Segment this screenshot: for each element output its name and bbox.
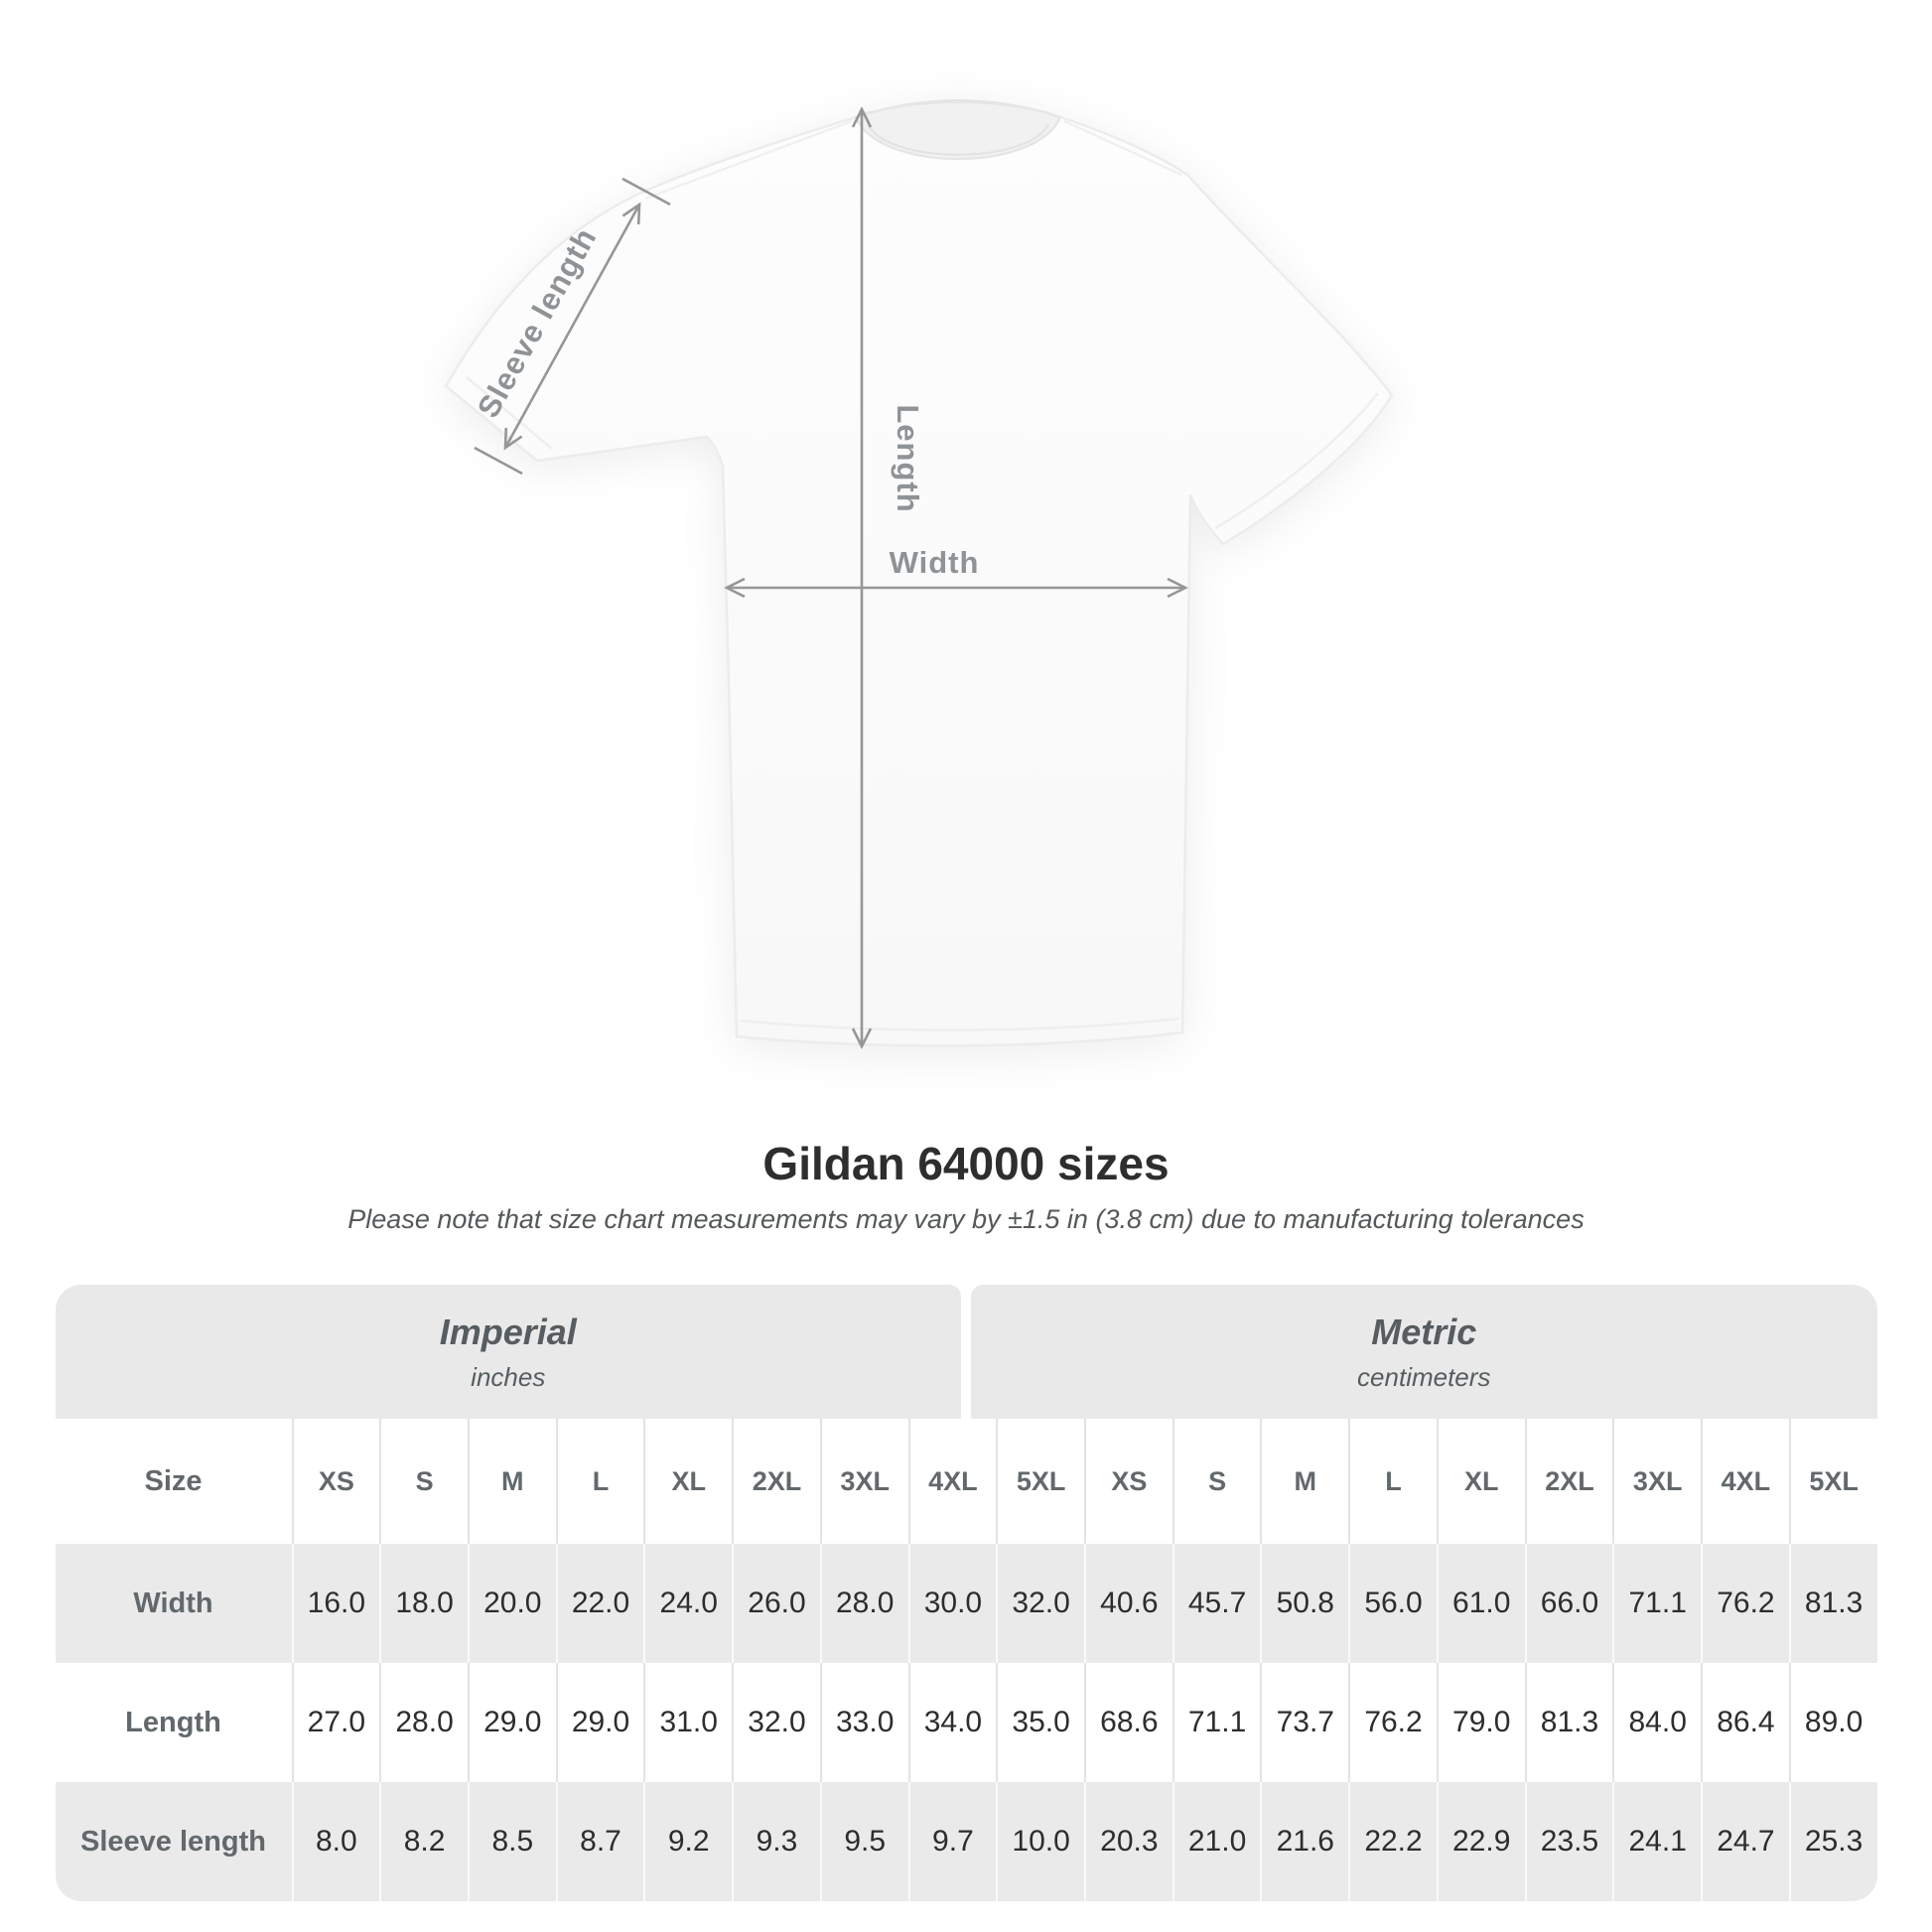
unit-group-header: Imperial inches Metric centimeters (55, 1285, 1877, 1420)
value-cell-metric: 24.7 (1701, 1782, 1789, 1902)
value-cell-metric: 50.8 (1260, 1544, 1348, 1664)
size-col-5xl-imperial: 5XL (996, 1419, 1084, 1545)
sleeve-length-arrow (474, 177, 671, 476)
size-col-l-imperial: L (555, 1419, 644, 1545)
value-cell-imperial: 10.0 (996, 1782, 1084, 1902)
value-cell-imperial: 9.5 (819, 1782, 908, 1902)
value-cell-imperial: 24.0 (643, 1544, 732, 1664)
value-cell-metric: 21.0 (1172, 1782, 1261, 1902)
value-cell-metric: 25.3 (1788, 1782, 1877, 1902)
value-cell-imperial: 26.0 (732, 1544, 820, 1664)
value-cell-imperial: 16.0 (291, 1544, 380, 1664)
value-cell-imperial: 8.2 (379, 1782, 468, 1902)
value-cell-metric: 89.0 (1788, 1663, 1877, 1783)
imperial-label: Imperial (439, 1311, 577, 1352)
size-col-l-metric: L (1348, 1419, 1437, 1545)
table-row-width: Width 16.0 18.0 20.0 22.0 24.0 26.0 28.0 30.0 32.… (55, 1544, 1877, 1664)
table-row-sleeve-length: Sleeve length 8.0 8.2 8.5 8.7 9.2 9.3 9.5 9.7 10.… (55, 1782, 1877, 1902)
value-cell-imperial: 9.2 (643, 1782, 732, 1902)
size-col-m-metric: M (1260, 1419, 1348, 1545)
value-cell-imperial: 34.0 (907, 1663, 997, 1783)
metric-unit: centimeters (1357, 1361, 1491, 1392)
value-cell-metric: 66.0 (1524, 1544, 1613, 1664)
size-col-3xl-metric: 3XL (1612, 1419, 1701, 1545)
value-cell-metric: 71.1 (1612, 1544, 1701, 1664)
value-cell-imperial: 29.0 (467, 1663, 556, 1783)
value-cell-imperial: 32.0 (996, 1544, 1084, 1664)
value-cell-metric: 76.2 (1348, 1663, 1437, 1783)
size-col-4xl-imperial: 4XL (907, 1419, 997, 1545)
value-cell-metric: 86.4 (1701, 1663, 1789, 1783)
size-col-xl-metric: XL (1436, 1419, 1525, 1545)
value-cell-imperial: 8.7 (555, 1782, 644, 1902)
imperial-unit: inches (471, 1361, 546, 1392)
length-label: Length (891, 404, 925, 512)
value-cell-imperial: 31.0 (643, 1663, 732, 1783)
value-cell-imperial: 20.0 (467, 1544, 556, 1664)
value-cell-imperial: 8.5 (467, 1782, 556, 1902)
value-cell-imperial: 18.0 (379, 1544, 468, 1664)
value-cell-imperial: 35.0 (996, 1663, 1084, 1783)
value-cell-imperial: 9.3 (732, 1782, 820, 1902)
size-col-3xl-imperial: 3XL (819, 1419, 908, 1545)
value-cell-imperial: 9.7 (907, 1782, 997, 1902)
size-col-xs-metric: XS (1083, 1419, 1173, 1545)
value-cell-metric: 22.2 (1348, 1782, 1437, 1902)
value-cell-metric: 61.0 (1436, 1544, 1525, 1664)
value-cell-imperial: 27.0 (291, 1663, 380, 1783)
imperial-group-header: Imperial inches (55, 1285, 961, 1420)
value-cell-metric: 81.3 (1788, 1544, 1877, 1664)
value-cell-metric: 40.6 (1083, 1544, 1173, 1664)
value-cell-metric: 73.7 (1260, 1663, 1348, 1783)
size-header-row: Size XS S M L XL 2XL 3XL 4XL 5XL XS S M L XL 2XL 3XL 4XL 5… (55, 1419, 1877, 1545)
value-cell-metric: 71.1 (1172, 1663, 1261, 1783)
size-col-xl-imperial: XL (643, 1419, 732, 1545)
value-cell-metric: 79.0 (1436, 1663, 1525, 1783)
value-cell-metric: 68.6 (1083, 1663, 1173, 1783)
value-cell-metric: 24.1 (1612, 1782, 1701, 1902)
width-label: Width (890, 545, 980, 580)
value-cell-metric: 84.0 (1612, 1663, 1701, 1783)
value-cell-imperial: 28.0 (819, 1544, 908, 1664)
tshirt-illustration: Sleeve length Length Width (444, 99, 1394, 1049)
row-label: Length (125, 1706, 221, 1738)
size-col-s-metric: S (1172, 1419, 1261, 1545)
value-cell-metric: 56.0 (1348, 1544, 1437, 1664)
value-cell-metric: 45.7 (1172, 1544, 1261, 1664)
metric-group-header: Metric centimeters (971, 1285, 1877, 1420)
tshirt-measurement-diagram: Sleeve length Length Width (444, 99, 1394, 1049)
size-col-s-imperial: S (379, 1419, 468, 1545)
value-cell-imperial: 29.0 (555, 1663, 644, 1783)
value-cell-metric: 20.3 (1083, 1782, 1173, 1902)
size-col-m-imperial: M (467, 1419, 556, 1545)
size-col-2xl-metric: 2XL (1524, 1419, 1613, 1545)
value-cell-imperial: 33.0 (819, 1663, 908, 1783)
value-cell-metric: 23.5 (1524, 1782, 1613, 1902)
value-cell-metric: 21.6 (1260, 1782, 1348, 1902)
row-label: Width (133, 1587, 213, 1619)
value-cell-imperial: 32.0 (732, 1663, 820, 1783)
tolerance-note: Please note that size chart measurements… (347, 1203, 1585, 1234)
size-col-5xl-metric: 5XL (1788, 1419, 1877, 1545)
size-col-4xl-metric: 4XL (1701, 1419, 1789, 1545)
value-cell-imperial: 30.0 (907, 1544, 997, 1664)
table-row-length: Length 27.0 28.0 29.0 29.0 31.0 32.0 33.0 34.0 35… (55, 1663, 1877, 1783)
metric-label: Metric (1371, 1311, 1477, 1352)
size-table: Imperial inches Metric centimeters Size X… (55, 1285, 1877, 1902)
value-cell-imperial: 22.0 (555, 1544, 644, 1664)
row-label: Sleeve length (80, 1825, 266, 1858)
value-cell-imperial: 28.0 (379, 1663, 468, 1783)
page-title: Gildan 64000 sizes (762, 1138, 1170, 1189)
size-column-header: Size (144, 1464, 203, 1497)
value-cell-metric: 81.3 (1524, 1663, 1613, 1783)
value-cell-imperial: 8.0 (291, 1782, 380, 1902)
size-col-xs-imperial: XS (291, 1419, 380, 1545)
value-cell-metric: 76.2 (1701, 1544, 1789, 1664)
size-col-2xl-imperial: 2XL (732, 1419, 820, 1545)
value-cell-metric: 22.9 (1436, 1782, 1525, 1902)
